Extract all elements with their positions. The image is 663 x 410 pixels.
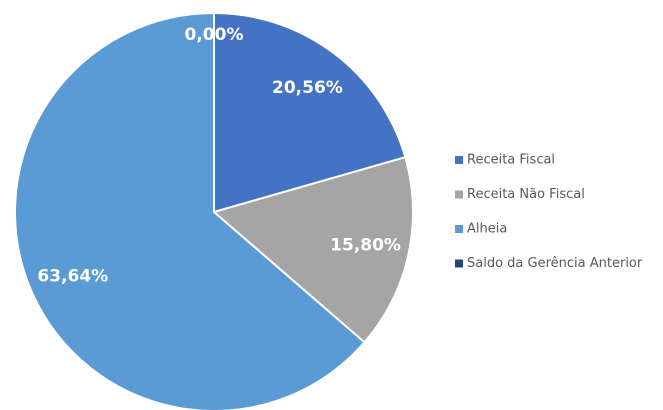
data-label: 15,80% [330,235,401,255]
legend-swatch [455,259,463,268]
data-label: 63,64% [37,266,108,286]
legend-label: Alheia [467,222,507,237]
data-label: 0,00% [185,25,244,45]
legend-label: Receita Fiscal [467,153,555,168]
pie-slice [213,11,407,214]
legend-swatch [455,156,463,164]
legend-label: Saldo da Gerência Anterior [467,256,643,271]
legend-swatch [455,190,463,199]
data-label: 20,56% [272,78,343,98]
legend-label: Receita Não Fiscal [467,187,585,202]
legend-swatch [455,225,463,233]
pie-slice [14,11,366,410]
pie-slice [211,155,414,344]
